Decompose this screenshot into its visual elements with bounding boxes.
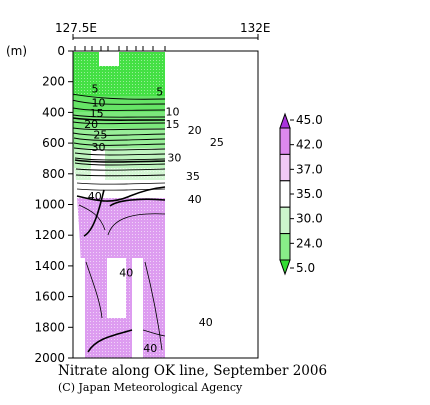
top-longitude-axis: 127.5E 132E [55, 21, 271, 40]
y-tick-label: 2000 [34, 351, 65, 365]
contour-label: 10 [166, 105, 180, 118]
x-tick-label: 127.5E [55, 21, 97, 35]
y-tick-label: 0 [57, 44, 65, 58]
y-tick-label: 1400 [34, 259, 65, 273]
y-tick-label: 400 [42, 105, 65, 119]
colorbar-label: 45.0 [296, 113, 323, 127]
colorbar-label: 37.0 [296, 162, 323, 176]
colorbar-bottom-arrow [279, 259, 291, 276]
y-tick-label: 1800 [34, 320, 65, 334]
contour-label: 10 [92, 96, 106, 109]
y-tick-label: 600 [42, 136, 65, 150]
colorbar-label: 42.0 [296, 138, 323, 152]
colorbar-label: 35.0 [296, 187, 323, 201]
y-tick-label: 1000 [34, 198, 65, 212]
x-tick-label: 132E [240, 21, 271, 35]
contour-label: 30 [167, 152, 181, 165]
contour-label: 5 [92, 82, 99, 95]
colorbar-segment [279, 233, 291, 261]
contour-label: 15 [166, 118, 180, 131]
contour-label: 40 [199, 316, 213, 329]
copyright-credit: (C) Japan Meteorological Agency [58, 381, 243, 394]
contour-label: 40 [119, 267, 133, 280]
depth-axis: 0 200 400 600 800 1000 1200 1400 1600 1800 2000 [34, 44, 73, 365]
y-tick-label: 1600 [34, 290, 65, 304]
chart-title: Nitrate along OK line, September 2006 [58, 363, 327, 379]
contour-label: 40 [143, 342, 157, 355]
colorbar-top-arrow [279, 112, 291, 129]
contour-label: 35 [186, 170, 200, 183]
contour-label: 25 [93, 128, 107, 141]
contour-label: 15 [90, 107, 104, 120]
section-data-field [73, 52, 166, 358]
contour-label: 5 [156, 86, 163, 99]
contour-label: 25 [210, 136, 224, 149]
contour-label: 20 [188, 124, 202, 137]
colorbar-segment [279, 180, 291, 208]
y-tick-label: 800 [42, 167, 65, 181]
colorbar-segment [279, 153, 291, 182]
contour-label: 40 [188, 193, 202, 206]
colorbar-label: 5.0 [296, 261, 315, 275]
contour-label: 30 [92, 141, 106, 154]
colorbar-legend: 45.0 42.0 37.0 35.0 30.0 24.0 5.0 [279, 112, 323, 276]
depth-unit-label: (m) [6, 44, 27, 58]
colorbar-label: 24.0 [296, 236, 323, 250]
y-tick-label: 200 [42, 75, 65, 89]
station-ticks [74, 46, 166, 51]
colorbar-segment [279, 127, 291, 155]
y-tick-label: 1200 [34, 228, 65, 242]
contour-label: 20 [84, 118, 98, 131]
contour-label: 40 [88, 190, 102, 203]
colorbar-segment [279, 206, 291, 235]
colorbar-label: 30.0 [296, 212, 323, 226]
